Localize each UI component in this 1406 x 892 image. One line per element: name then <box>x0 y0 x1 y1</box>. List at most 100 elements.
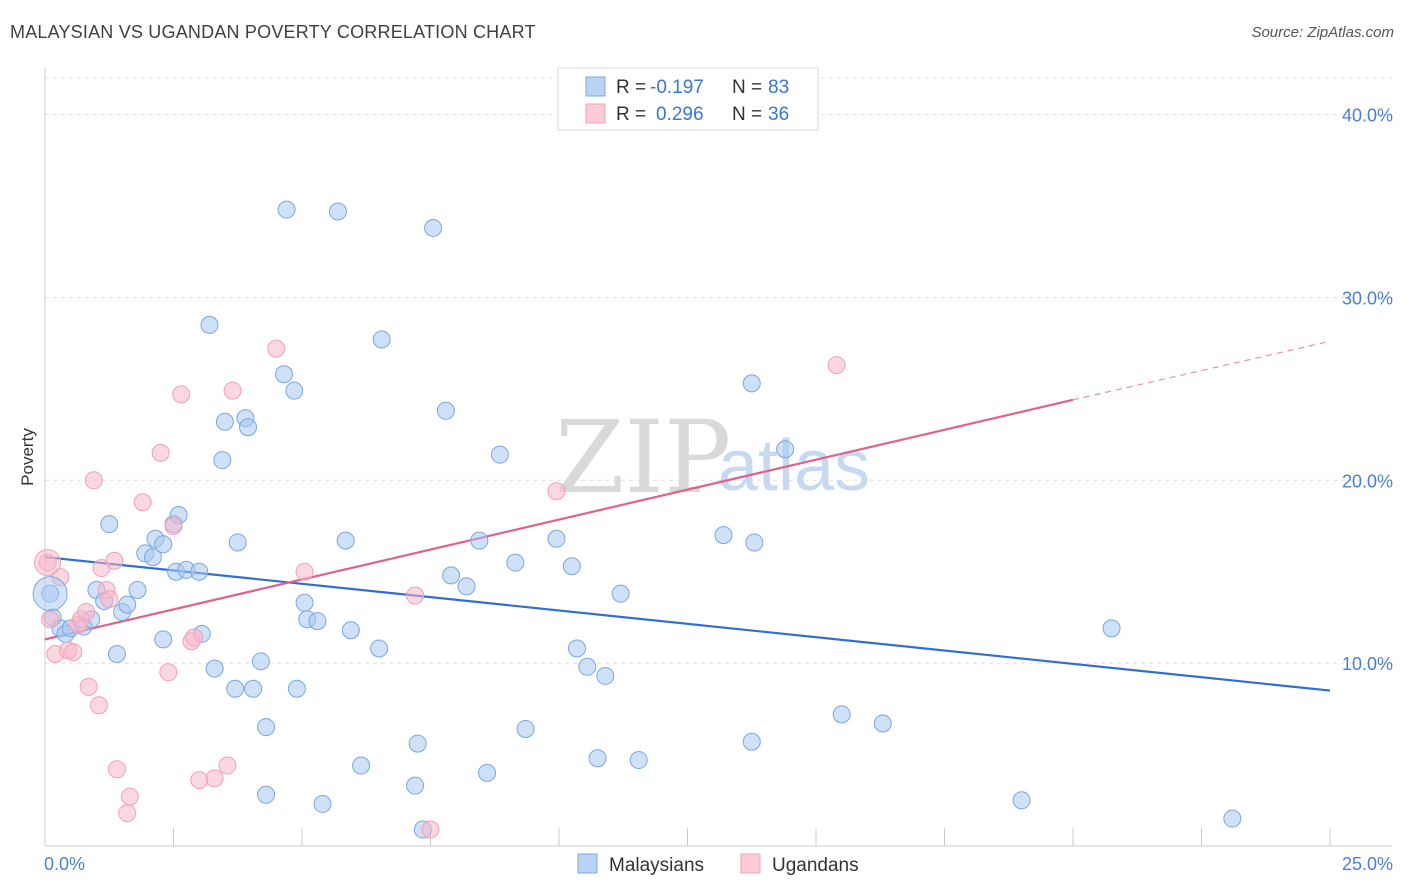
malaysian-point <box>547 529 566 548</box>
watermark-zip: ZIP <box>555 399 731 516</box>
malaysian-point <box>32 576 68 612</box>
ugandan-point <box>421 820 440 839</box>
gridlines <box>45 77 1392 664</box>
y-tick-label-1: 20.0% <box>1342 471 1393 491</box>
legend-swatch-malaysians <box>585 76 606 97</box>
ugandan-point <box>164 517 183 535</box>
ugandan-point <box>34 549 62 577</box>
malaysian-point <box>154 630 173 649</box>
y-tick-label-2: 30.0% <box>1342 288 1393 308</box>
malaysian-point <box>742 374 761 393</box>
malaysian-point <box>1223 809 1242 828</box>
malaysian-point <box>745 533 764 552</box>
y-tick-label-0: 10.0% <box>1342 654 1393 674</box>
ugandan-point <box>827 356 846 375</box>
malaysian-point <box>436 401 455 420</box>
legend-r-label-1: R = <box>616 77 646 98</box>
malaysian-point <box>611 584 630 603</box>
malaysian-point <box>213 451 232 470</box>
malaysian-point <box>629 751 648 770</box>
malaysian-point <box>470 531 489 550</box>
ugandan-point <box>118 804 137 823</box>
ugandan-trendline-extension <box>1072 340 1331 401</box>
malaysian-point <box>406 776 425 795</box>
ugandan-point <box>185 628 204 647</box>
malaysian-point <box>107 645 126 663</box>
malaysian-point <box>287 679 306 698</box>
ugandan-point <box>159 663 178 682</box>
malaysian-point <box>118 595 137 614</box>
malaysian-point <box>1102 619 1121 638</box>
watermark: ZIP atlas <box>555 399 870 516</box>
legend-swatch-ugandans <box>585 103 606 124</box>
ugandan-point <box>79 677 98 696</box>
malaysian-point <box>742 732 761 751</box>
malaysian-point <box>516 719 535 738</box>
malaysian-point <box>277 200 296 219</box>
malaysian-point <box>370 639 389 658</box>
malaysian-point <box>295 593 314 612</box>
ugandan-point <box>223 381 242 400</box>
y-tick-labels: 10.0% 20.0% 30.0% 40.0% <box>1342 106 1393 675</box>
x-tick-label-1: 25.0% <box>1342 854 1393 874</box>
trendlines <box>44 340 1331 692</box>
ugandan-point <box>205 769 224 788</box>
malaysian-point <box>341 621 360 640</box>
malaysian-point <box>244 679 263 698</box>
ugandan-point <box>100 590 119 609</box>
malaysian-point <box>154 535 173 554</box>
ugandan-point <box>267 339 286 358</box>
ugandan-point <box>133 493 152 512</box>
ugandan-point <box>151 443 170 462</box>
malaysian-point <box>328 202 347 221</box>
watermark-atlas: atlas <box>718 426 870 506</box>
stats-legend: R = -0.197 N = 83 R = 0.296 N = 36 <box>557 67 819 131</box>
chart-title: MALAYSIAN VS UGANDAN POVERTY CORRELATION… <box>10 22 536 42</box>
series-label-malaysians: Malaysians <box>609 855 704 876</box>
ugandan-point <box>84 471 103 490</box>
ugandan-point <box>120 787 139 806</box>
legend-r-value-2: 0.296 <box>656 104 704 125</box>
malaysian-point <box>714 526 733 545</box>
malaysian-point <box>308 612 327 631</box>
malaysian-point <box>205 659 224 678</box>
malaysian-trendline <box>44 555 1331 692</box>
legend-n-value-1: 83 <box>768 77 789 98</box>
x-tick-label-0: 0.0% <box>44 854 85 874</box>
malaysian-point <box>285 381 304 400</box>
ugandan-point <box>41 610 60 629</box>
ugandan-point <box>105 551 124 570</box>
malaysian-point <box>873 714 892 733</box>
ugandan-point <box>64 643 83 662</box>
malaysian-point <box>442 566 461 585</box>
series-swatch-malaysians <box>577 853 598 874</box>
malaysian-point <box>257 785 276 804</box>
malaysian-point <box>226 679 245 698</box>
malaysian-point <box>128 581 147 599</box>
source-label: Source: ZipAtlas.com <box>1251 24 1394 41</box>
malaysian-point <box>490 445 509 464</box>
ugandan-point <box>89 696 108 715</box>
malaysian-point <box>336 531 355 550</box>
ugandan-point <box>547 482 566 501</box>
series-label-ugandans: Ugandans <box>772 855 859 876</box>
malaysian-point <box>424 218 443 237</box>
malaysian-point <box>190 562 209 581</box>
y-tick-label-3: 40.0% <box>1342 106 1393 126</box>
ugandan-point <box>172 385 191 404</box>
malaysian-point <box>562 557 581 576</box>
malaysian-point <box>352 756 371 775</box>
ugandan-trendline <box>44 398 1074 641</box>
ugandan-point <box>218 756 237 775</box>
malaysian-point <box>313 794 332 813</box>
malaysian-point <box>251 652 270 671</box>
x-tick-labels: 0.0% 25.0% <box>44 854 1393 874</box>
malaysian-point <box>596 666 615 685</box>
malaysian-point <box>372 330 391 349</box>
malaysian-point <box>228 533 247 552</box>
malaysian-point <box>239 418 258 437</box>
malaysian-point <box>143 548 162 567</box>
malaysian-point <box>578 657 597 676</box>
malaysian-point <box>776 440 795 459</box>
malaysian-point <box>567 639 586 658</box>
